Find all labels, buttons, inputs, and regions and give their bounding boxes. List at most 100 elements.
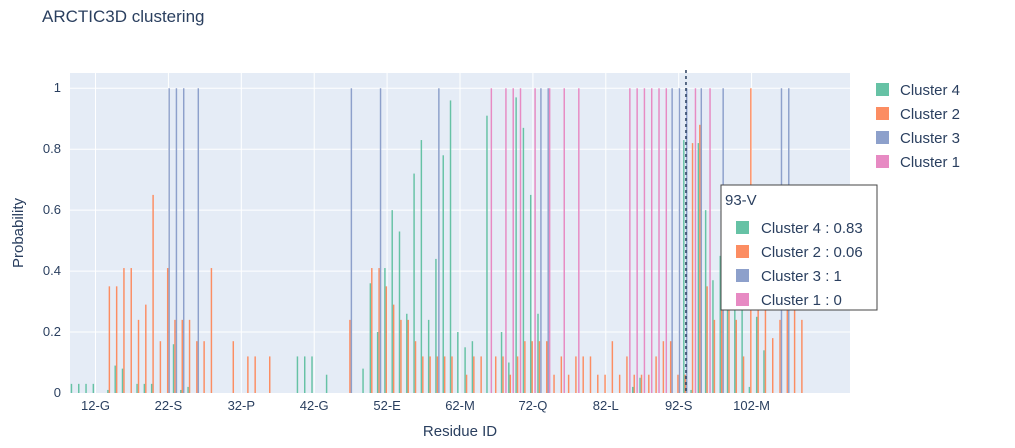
bar[interactable] — [480, 356, 482, 393]
bar[interactable] — [490, 88, 493, 394]
legend-item[interactable]: Cluster 1 — [876, 154, 960, 171]
bar[interactable] — [691, 143, 694, 393]
bar[interactable] — [538, 341, 541, 393]
bar[interactable] — [254, 356, 256, 393]
bar[interactable] — [369, 283, 372, 393]
bar[interactable] — [123, 268, 125, 393]
bar[interactable] — [166, 268, 169, 393]
bar[interactable] — [618, 374, 621, 393]
bar[interactable] — [764, 271, 767, 393]
bar[interactable] — [145, 304, 147, 393]
bar[interactable] — [407, 319, 409, 393]
bar[interactable] — [741, 301, 743, 393]
bar[interactable] — [362, 368, 364, 393]
bar[interactable] — [735, 319, 738, 393]
bar[interactable] — [188, 319, 191, 393]
bar[interactable] — [422, 356, 424, 393]
bar[interactable] — [398, 231, 401, 393]
bar[interactable] — [464, 347, 466, 393]
bar[interactable] — [704, 210, 707, 393]
bar[interactable] — [502, 356, 504, 393]
bar[interactable] — [436, 356, 439, 393]
bar[interactable] — [427, 319, 430, 393]
bar[interactable] — [136, 383, 138, 393]
bar[interactable] — [180, 389, 182, 393]
bar[interactable] — [379, 88, 382, 394]
bar[interactable] — [311, 356, 313, 393]
bar[interactable] — [537, 313, 539, 393]
bar[interactable] — [690, 389, 692, 393]
bar[interactable] — [636, 88, 638, 394]
bar[interactable] — [629, 88, 631, 394]
bar[interactable] — [639, 377, 641, 393]
bar[interactable] — [671, 88, 673, 394]
bar[interactable] — [385, 286, 388, 393]
bar[interactable] — [196, 341, 198, 393]
bar[interactable] — [505, 88, 507, 394]
bar[interactable] — [247, 356, 249, 393]
bar[interactable] — [400, 319, 402, 393]
bar[interactable] — [465, 374, 468, 393]
bar[interactable] — [121, 368, 124, 393]
bar[interactable] — [706, 286, 708, 393]
bar[interactable] — [137, 319, 140, 393]
legend-item[interactable]: Cluster 3 — [876, 130, 960, 147]
bar[interactable] — [443, 356, 446, 393]
bar[interactable] — [699, 124, 701, 393]
bar[interactable] — [633, 374, 635, 393]
bar[interactable] — [640, 374, 643, 393]
bar[interactable] — [697, 143, 700, 393]
bar[interactable] — [159, 341, 162, 393]
bar[interactable] — [70, 383, 73, 393]
bar[interactable] — [108, 286, 111, 393]
bar[interactable] — [304, 356, 306, 393]
bar[interactable] — [658, 88, 660, 394]
bar[interactable] — [152, 194, 154, 393]
bar[interactable] — [420, 140, 423, 393]
bar[interactable] — [720, 286, 723, 393]
bar[interactable] — [494, 356, 497, 393]
bar[interactable] — [547, 88, 549, 394]
bar[interactable] — [232, 341, 235, 393]
bar[interactable] — [350, 88, 353, 394]
bar[interactable] — [500, 332, 503, 393]
bar[interactable] — [172, 344, 175, 393]
bar[interactable] — [632, 386, 634, 393]
bar[interactable] — [182, 88, 185, 394]
bar[interactable] — [604, 374, 606, 393]
bar[interactable] — [175, 88, 178, 394]
bar[interactable] — [597, 374, 599, 393]
bar[interactable] — [203, 341, 205, 393]
bar[interactable] — [669, 341, 672, 393]
bar[interactable] — [665, 88, 668, 394]
bar[interactable] — [429, 356, 431, 393]
bar[interactable] — [515, 97, 517, 393]
bar[interactable] — [567, 374, 570, 393]
bar[interactable] — [694, 88, 697, 394]
bar[interactable] — [553, 374, 555, 393]
bar[interactable] — [713, 319, 716, 393]
bar[interactable] — [197, 88, 200, 394]
bar[interactable] — [734, 295, 736, 393]
bar[interactable] — [643, 88, 646, 394]
bar[interactable] — [471, 341, 474, 393]
bar[interactable] — [524, 341, 526, 393]
bar[interactable] — [655, 356, 657, 393]
bar[interactable] — [662, 341, 665, 393]
bar[interactable] — [683, 140, 685, 393]
bar[interactable] — [392, 304, 395, 393]
bar[interactable] — [560, 356, 563, 393]
bar[interactable] — [611, 341, 614, 393]
bar[interactable] — [449, 100, 452, 394]
bar[interactable] — [772, 338, 774, 393]
bar[interactable] — [378, 268, 380, 393]
bar[interactable] — [678, 88, 681, 394]
legend-item[interactable]: Cluster 4 — [876, 82, 960, 99]
bar[interactable] — [391, 210, 393, 393]
bar[interactable] — [519, 88, 522, 394]
bar[interactable] — [522, 127, 525, 394]
bar[interactable] — [700, 88, 703, 394]
bar[interactable] — [540, 88, 542, 394]
bar[interactable] — [786, 304, 789, 393]
bar[interactable] — [168, 88, 170, 394]
